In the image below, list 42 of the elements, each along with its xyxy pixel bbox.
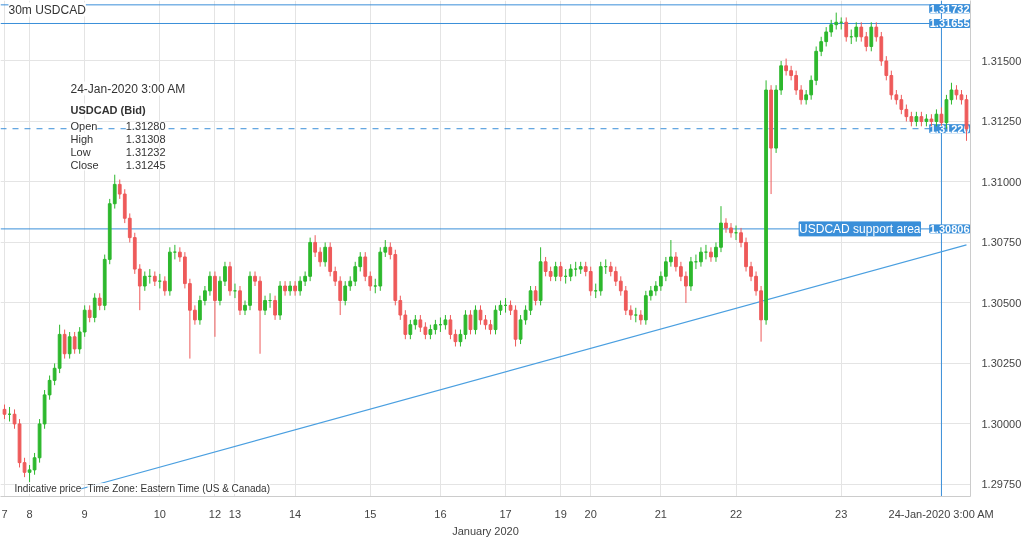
y-tick-label: 1.30500 [981, 296, 1022, 309]
annotation: USDCAD support area [799, 221, 921, 236]
x-tick-label: 21 [654, 507, 667, 520]
annotation: 1.31232 [125, 145, 166, 158]
x-tick-label: 9 [81, 507, 88, 520]
annotation: USDCAD (Bid) [70, 103, 146, 116]
y-tick-label: 1.31250 [981, 115, 1022, 128]
annotation: Low [70, 145, 91, 158]
annotation: 1.31245 [125, 158, 166, 171]
ref-line-label: 1.31655 [929, 17, 970, 30]
x-tick-label: 16 [434, 507, 447, 520]
annotation: 1.31308 [125, 132, 166, 145]
x-tick-label: 19 [554, 507, 567, 520]
y-tick-label: 1.30750 [981, 236, 1022, 249]
annotation: 1.31280 [125, 119, 166, 132]
ref-line-label: 1.31732 [929, 2, 970, 15]
y-tick-label: 1.31500 [981, 54, 1022, 67]
x-tick-label: 20 [584, 507, 597, 520]
annotation: High [70, 132, 94, 145]
annotation: Time Zone: Eastern Time (US & Canada) [87, 483, 270, 494]
ref-line-label: 1.30806 [929, 222, 970, 235]
x-tick-label: 15 [364, 507, 377, 520]
y-tick-label: 1.31000 [981, 175, 1022, 188]
y-tick-label: 1.30250 [981, 357, 1022, 370]
x-tick-label: 10 [153, 507, 166, 520]
annotation: Close [70, 158, 99, 171]
x-tick-label: 23 [835, 507, 848, 520]
annotation: 24-Jan-2020 3:00 AM [70, 81, 186, 96]
x-tick-label: 22 [729, 507, 743, 520]
x-tick-label: 24-Jan-2020 3:00 AM [888, 507, 994, 520]
y-tick-label: 1.30000 [981, 417, 1022, 430]
x-tick-label: 12 [208, 507, 222, 520]
x-tick-label: 7 [1, 507, 8, 520]
x-tick-label: 14 [288, 507, 302, 520]
x-tick-label: 8 [26, 507, 33, 520]
annotation: Indicative price [14, 483, 82, 494]
x-tick-label: 17 [499, 507, 512, 520]
annotation: Open [70, 119, 98, 132]
x-axis-title: January 2020 [452, 524, 519, 537]
y-tick-label: 1.29750 [981, 478, 1022, 491]
chart-title: 30m USDCAD [8, 2, 87, 17]
x-tick-label: 13 [228, 507, 242, 520]
